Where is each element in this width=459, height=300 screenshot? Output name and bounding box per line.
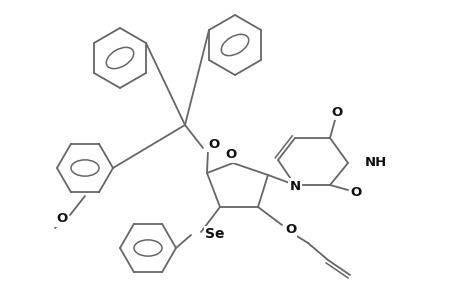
Text: O: O	[207, 137, 219, 151]
Text: O: O	[285, 224, 296, 236]
Text: O: O	[56, 212, 67, 226]
Text: N: N	[289, 179, 300, 193]
Text: O: O	[330, 106, 342, 118]
Text: O: O	[350, 185, 361, 199]
Text: O: O	[225, 148, 236, 161]
Text: NH: NH	[364, 157, 386, 169]
Text: Se: Se	[205, 227, 224, 241]
